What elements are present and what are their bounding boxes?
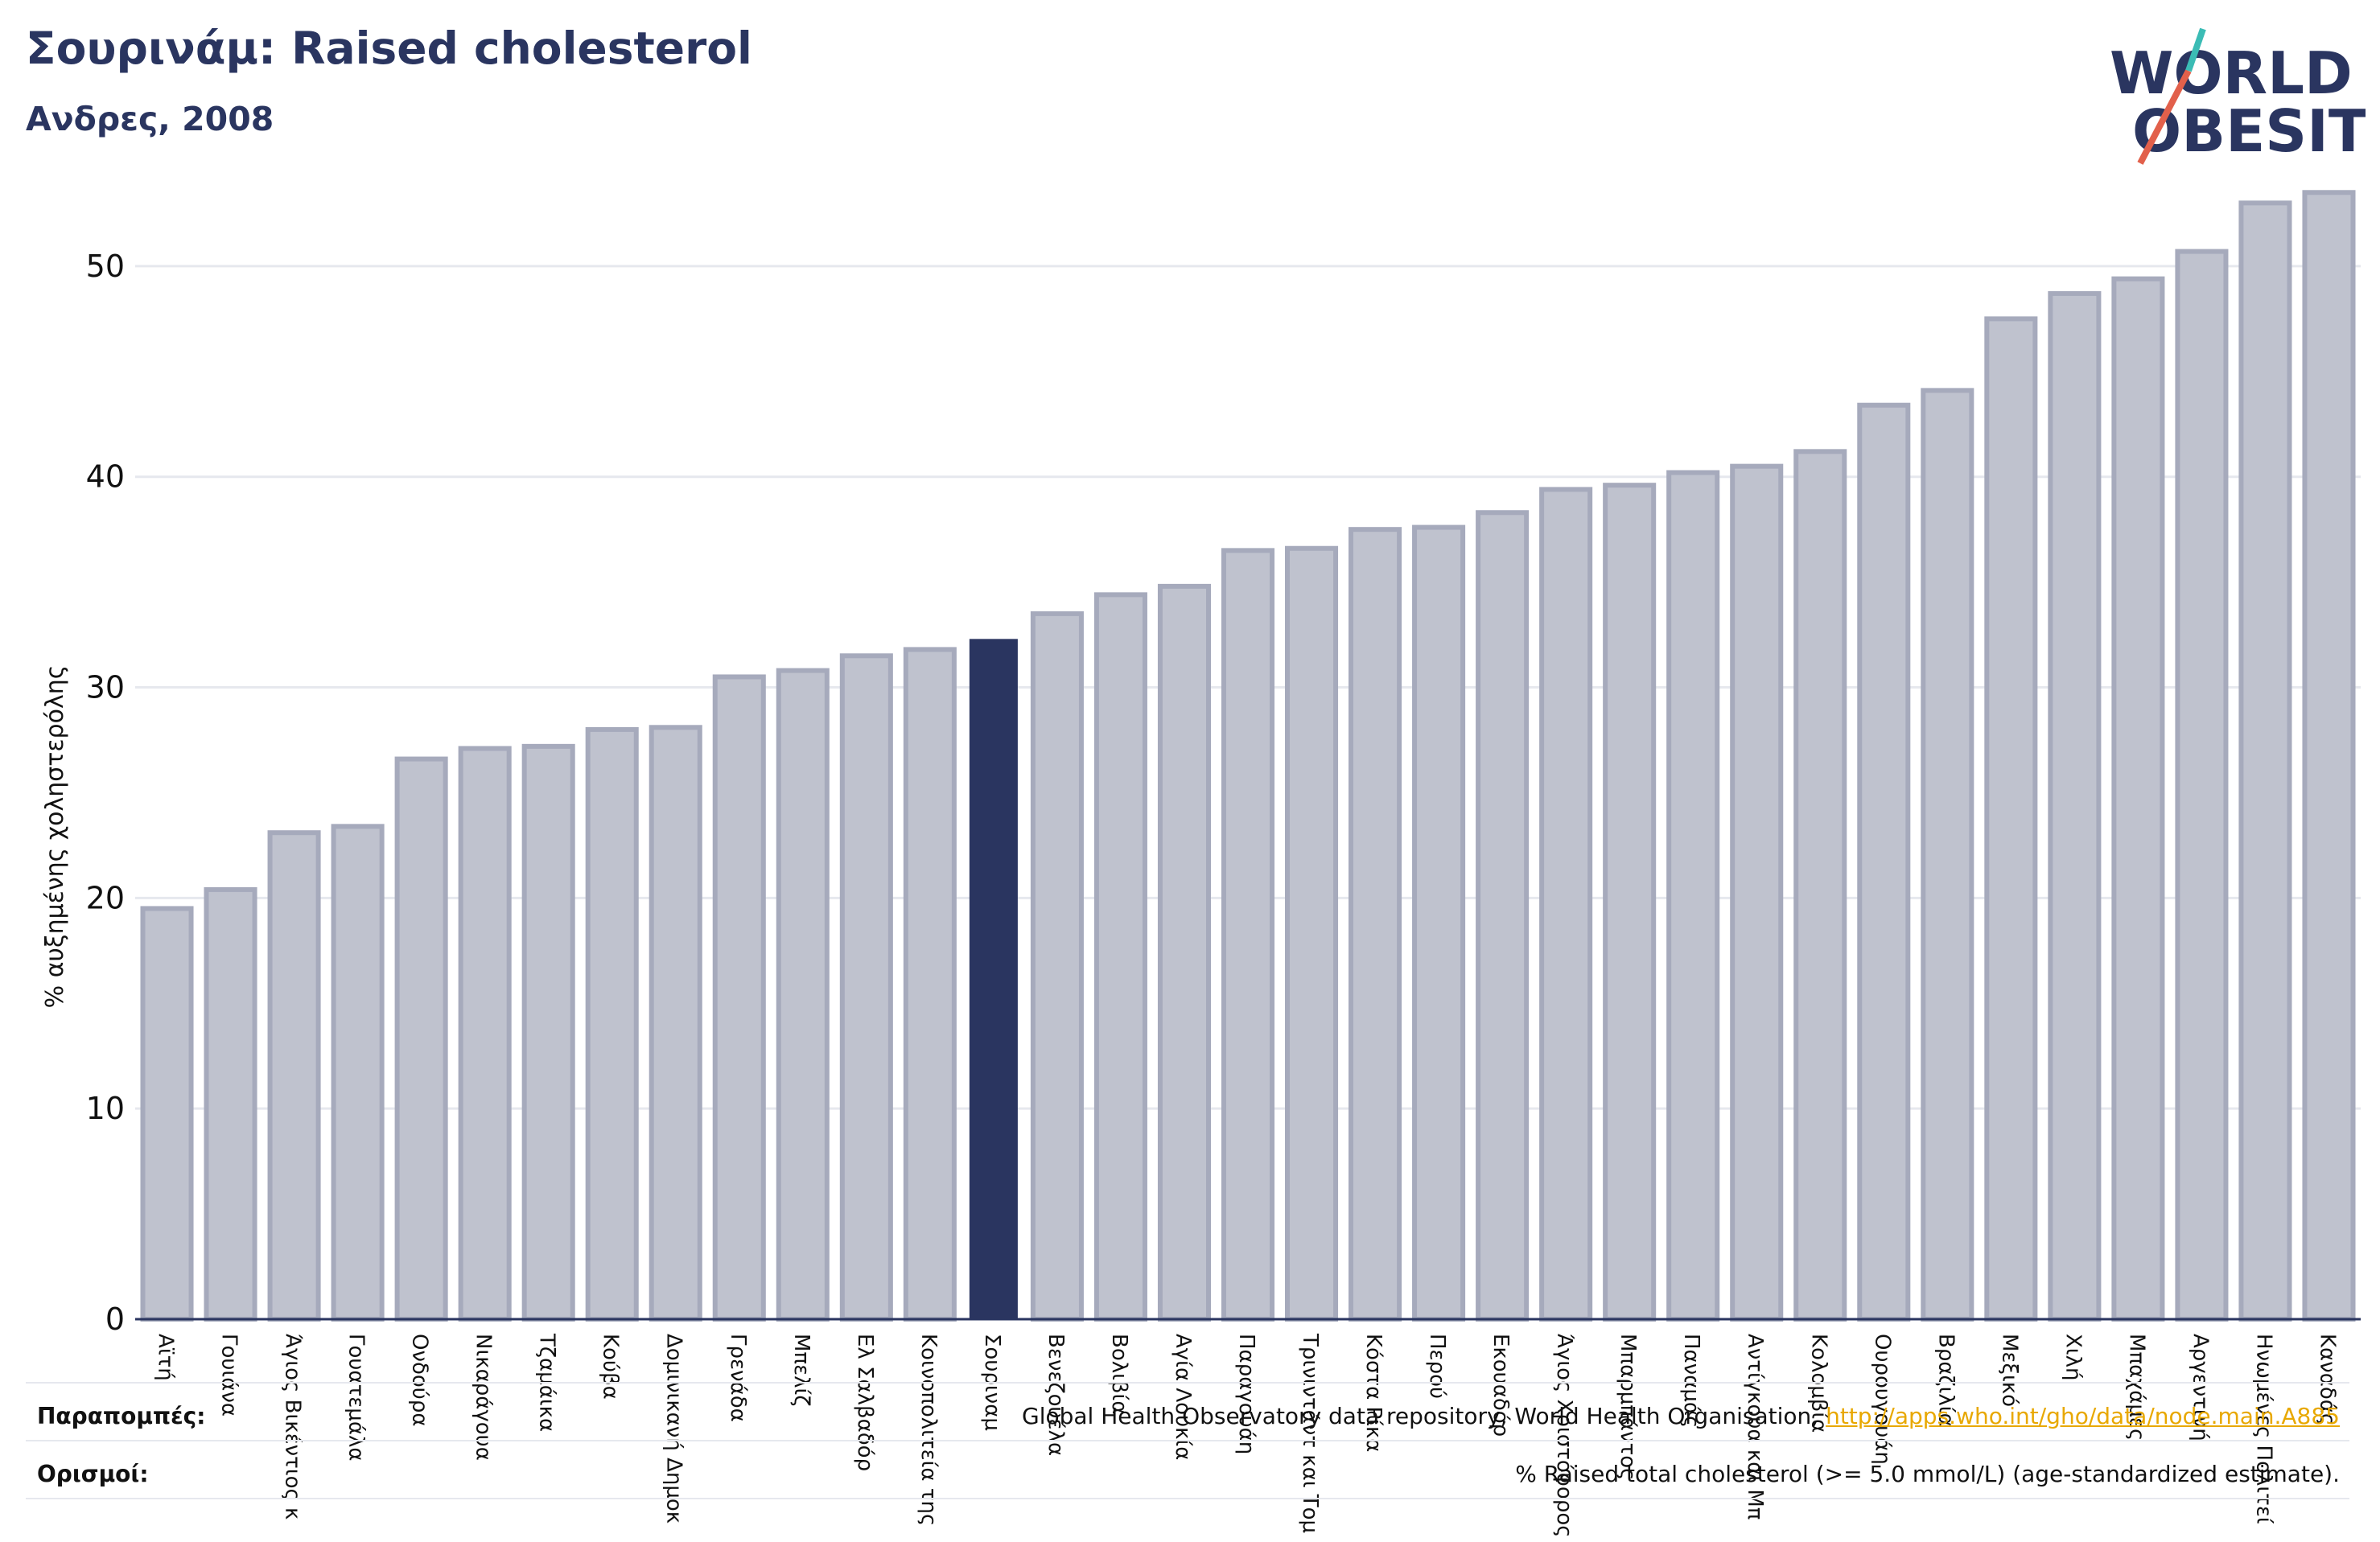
x-tick-label: Ουρουγουάη — [1870, 1334, 1894, 1465]
x-tick-label: Βραζιλία — [1933, 1334, 1958, 1427]
y-tick-label: 30 — [86, 670, 125, 705]
bar — [1857, 402, 1911, 1322]
definitions-label: Ορισμοί: — [37, 1461, 149, 1487]
bar — [1730, 463, 1784, 1322]
y-tick-label: 20 — [86, 880, 125, 915]
bar — [776, 668, 830, 1322]
x-tick-label: Γρενάδα — [726, 1334, 750, 1422]
bar — [1412, 524, 1466, 1322]
bar — [1793, 449, 1847, 1322]
x-tick-label: Βολιβία — [1107, 1334, 1131, 1414]
x-tick-label: Μπελίζ — [789, 1334, 813, 1406]
bar — [1284, 545, 1339, 1322]
x-tick-label: Χιλή — [2061, 1334, 2085, 1380]
logo-line1: WORLD — [2110, 39, 2353, 107]
bar — [1666, 470, 1720, 1322]
sources-row: Παραπομπές: Global Health Observatory da… — [26, 1382, 2349, 1440]
logo-slash-red — [2137, 69, 2192, 165]
x-tick-label: Παραγουάη — [1234, 1334, 1258, 1454]
sources-link[interactable]: http://apps.who.int/gho/data/node.main.A… — [1826, 1403, 2340, 1429]
x-tick-label: Κοινοπολιτεία της — [916, 1334, 941, 1526]
x-tick-label: Περού — [1425, 1334, 1449, 1399]
bar — [2111, 276, 2165, 1322]
x-tick-label: Ονδούρα — [408, 1334, 432, 1427]
x-tick-label: Αγία Λουκία — [1171, 1334, 1195, 1460]
bar — [458, 746, 512, 1322]
x-tick-label: Δομινικανή Δημοκ — [662, 1334, 686, 1523]
x-tick-label: Αντίγκουα και Μπ — [1743, 1334, 1767, 1519]
x-tick-label: Κούβα — [599, 1334, 623, 1400]
bar — [1921, 388, 1974, 1322]
x-tick-label: Ηνωμένες Πολιτεί — [2251, 1334, 2275, 1524]
bar — [2048, 290, 2102, 1322]
bar — [1157, 583, 1212, 1322]
bar — [2238, 200, 2292, 1322]
bar — [394, 756, 448, 1322]
bar — [903, 647, 957, 1322]
bar — [2302, 190, 2356, 1322]
x-tick-label: Παναμάς — [1679, 1334, 1703, 1428]
definitions-value: % Raised total cholesterol (>= 5.0 mmol/… — [1515, 1461, 2340, 1487]
x-tick-label: Αργεντινή — [2188, 1334, 2212, 1441]
bar — [140, 906, 194, 1322]
y-tick-labels: 0 10 20 30 40 50 — [86, 249, 125, 1337]
x-tick-label: Άγιος Χριστόφορος — [1552, 1334, 1576, 1538]
sources-value: Global Health Observatory data repositor… — [1022, 1403, 2340, 1429]
bar — [839, 653, 893, 1322]
definitions-row: Ορισμοί: % Raised total cholesterol (>= … — [26, 1440, 2349, 1499]
y-tick-label: 50 — [86, 249, 125, 284]
bar — [1093, 592, 1147, 1322]
bar — [585, 726, 639, 1322]
bar — [204, 886, 257, 1322]
x-tick-labels: Αϊτή Γουιάνα Άγιος Βικέντιος κ Γουατεμάλα Ον… — [154, 1333, 2340, 1538]
logo-slash-teal — [2185, 27, 2206, 72]
x-tick-label: Αϊτή — [154, 1334, 178, 1381]
x-tick-label: Τρινιντάντ και Τομ — [1298, 1333, 1322, 1533]
bar — [1603, 483, 1657, 1322]
bar — [649, 725, 702, 1322]
sources-label: Παραπομπές: — [37, 1403, 206, 1429]
page-title: Σουρινάμ: Raised cholesterol — [26, 23, 752, 74]
x-tick-label: Καναδάς — [2315, 1334, 2339, 1425]
x-tick-label: Μπαρμπάντος — [1616, 1334, 1640, 1480]
bar — [1476, 510, 1530, 1322]
page-subtitle: Ανδρες, 2008 — [26, 100, 274, 138]
sources-text: Global Health Observatory data repositor… — [1022, 1403, 1826, 1429]
x-tick-label: Γουιάνα — [217, 1334, 241, 1417]
world-obesity-logo: WORLD OBESITY — [2110, 27, 2366, 165]
bar — [1349, 527, 1402, 1322]
x-tick-label: Εκουαδόρ — [1489, 1334, 1513, 1437]
x-tick-label: Μεξικό — [1997, 1334, 2021, 1407]
bar — [331, 824, 385, 1322]
bar — [1030, 611, 1084, 1322]
y-tick-label: 10 — [86, 1091, 125, 1126]
x-tick-label: Άγιος Βικέντιος κ — [281, 1334, 305, 1519]
y-tick-label: 0 — [105, 1301, 125, 1337]
y-axis-label: % αυξημένης χοληστερόλης — [41, 665, 69, 1009]
x-tick-label: Νικαράγουα — [471, 1334, 496, 1461]
x-tick-label: Βενεζουέλα — [1044, 1334, 1068, 1456]
bar — [1984, 316, 2038, 1322]
bar — [1221, 548, 1275, 1322]
bar — [521, 743, 575, 1322]
y-tick-label: 40 — [86, 459, 125, 495]
bars — [140, 190, 2356, 1322]
x-tick-label: Ελ Σαλβαδόρ — [853, 1334, 877, 1471]
bar-highlighted — [969, 639, 1018, 1319]
x-tick-label: Μπαχάμες — [2124, 1334, 2148, 1441]
x-tick-label: Κόστα Ρίκα — [1361, 1334, 1386, 1452]
bar — [712, 674, 766, 1322]
bar — [2175, 249, 2229, 1322]
references-table: Παραπομπές: Global Health Observatory da… — [26, 1382, 2349, 1504]
bar — [1539, 487, 1593, 1322]
bar — [267, 830, 321, 1322]
